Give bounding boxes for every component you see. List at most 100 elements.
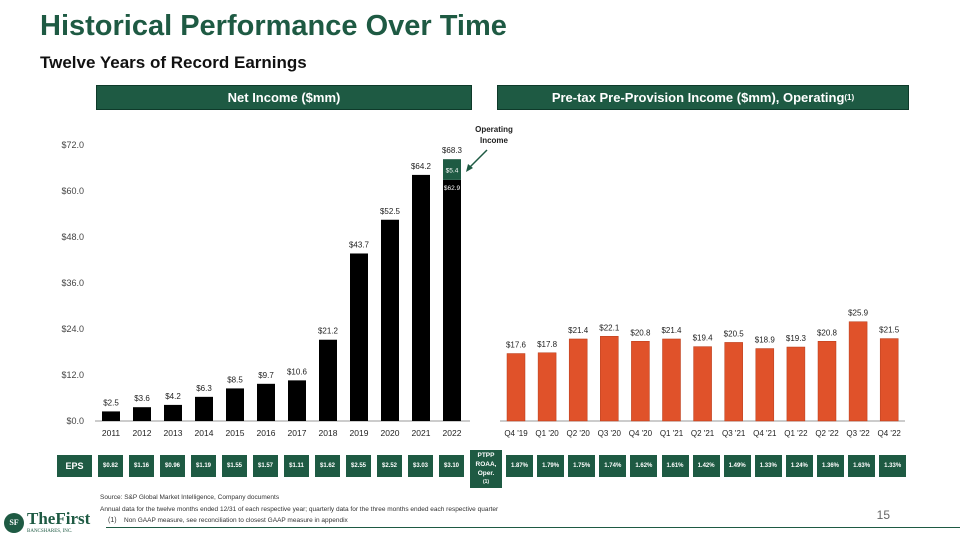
- data-label: $9.7: [258, 371, 274, 380]
- y-tick-label: $60.0: [61, 186, 84, 196]
- annotation-line-2: Income: [480, 136, 509, 145]
- eps-value: $1.16: [129, 455, 154, 477]
- ptpp-roaa-value: 1.74%: [599, 455, 627, 477]
- footnote-source: Source: S&P Global Market Intelligence, …: [100, 494, 280, 501]
- x-tick-label: 2011: [102, 428, 121, 438]
- page-number: 15: [876, 508, 890, 522]
- eps-value: $1.11: [284, 455, 309, 477]
- eps-value: $2.55: [346, 455, 371, 477]
- bar-Q4 '20: [631, 341, 650, 422]
- x-tick-label: 2014: [195, 428, 214, 438]
- x-tick-label: 2017: [288, 428, 307, 438]
- data-label: $2.5: [103, 398, 119, 407]
- data-label-operating: $5.4: [446, 168, 459, 175]
- data-label: $19.3: [786, 334, 807, 343]
- data-label: $21.4: [568, 326, 589, 335]
- data-label: $4.2: [165, 392, 181, 401]
- x-tick-label: 2021: [412, 428, 431, 438]
- bar-Q3 '22: [848, 321, 868, 422]
- page-subtitle: Twelve Years of Record Earnings: [40, 53, 307, 72]
- bar-2021: [412, 174, 430, 421]
- y-tick-label: $0.0: [66, 416, 84, 426]
- bar-Q4 '22: [879, 338, 899, 422]
- annotation-arrowhead-icon: [466, 164, 473, 172]
- x-tick-label: Q3 '21: [722, 429, 746, 438]
- eps-value: $0.82: [98, 455, 123, 477]
- bar-Q2 '20: [568, 338, 588, 422]
- x-tick-label: Q1 '22: [784, 429, 808, 438]
- data-label-base: $62.9: [444, 185, 461, 192]
- eps-value: $1.19: [191, 455, 216, 477]
- x-tick-label: 2022: [443, 428, 462, 438]
- eps-value: $3.10: [439, 455, 464, 477]
- ptpp-roaa-value: 1.36%: [817, 455, 844, 477]
- ptpp-roaa-value: 1.79%: [537, 455, 565, 477]
- bar-2014: [195, 396, 213, 421]
- bar-2020: [381, 219, 399, 421]
- data-label: $43.7: [349, 240, 370, 249]
- bar-Q2 '22: [817, 341, 837, 422]
- data-label: $25.9: [848, 309, 869, 318]
- data-label: $21.2: [318, 327, 339, 336]
- bar-Q4 '19: [506, 353, 526, 422]
- x-tick-label: Q2 '21: [691, 429, 715, 438]
- data-label: $20.8: [630, 328, 651, 337]
- eps-value: $1.57: [253, 455, 278, 477]
- y-tick-label: $72.0: [61, 140, 84, 150]
- eps-value: $1.62: [315, 455, 340, 477]
- bar-Q3 '21: [724, 342, 743, 422]
- bar-2011: [102, 411, 120, 421]
- ptpp-roaa-value: 1.49%: [723, 455, 751, 477]
- eps-label: EPS: [57, 455, 92, 477]
- company-logo: SF TheFirst BANCSHARES, INC.: [4, 510, 102, 535]
- x-tick-label: Q3 '22: [846, 429, 870, 438]
- bar-2013: [164, 404, 182, 421]
- x-tick-label: Q4 '22: [878, 429, 902, 438]
- ptpp-roaa-value: 1.62%: [630, 455, 658, 477]
- bar-2017: [288, 380, 306, 421]
- bar-2018: [319, 339, 337, 421]
- x-tick-label: Q4 '19: [504, 429, 528, 438]
- logo-seal-icon: SF: [4, 512, 24, 533]
- footer-divider: [106, 527, 960, 528]
- net-income-header: Net Income ($mm): [96, 85, 472, 110]
- data-label: $6.3: [196, 384, 212, 393]
- x-tick-label: 2015: [226, 428, 245, 438]
- data-label: $68.3: [442, 146, 463, 155]
- bar-2019: [350, 253, 368, 421]
- bar-2022-operating: [443, 159, 461, 180]
- data-label: $8.5: [227, 375, 243, 384]
- x-tick-label: Q4 '20: [629, 429, 653, 438]
- data-label: $19.4: [693, 334, 714, 343]
- ptpp-header-footnote: (1): [844, 93, 855, 102]
- ptpp-roaa-value: 1.87%: [506, 455, 533, 477]
- ptpp-roaa-label: PTPP ROAA, Oper. (1): [470, 450, 502, 488]
- x-tick-label: Q4 '21: [753, 429, 777, 438]
- eps-value: $2.52: [377, 455, 402, 477]
- data-label: $20.8: [817, 328, 838, 337]
- bar-2012: [133, 407, 151, 421]
- bar-2016: [257, 383, 275, 421]
- eps-value: $1.55: [222, 455, 247, 477]
- ptpp-roaa-footnote: (1): [482, 479, 490, 485]
- ptpp-roaa-value: 1.63%: [848, 455, 876, 477]
- ptpp-roaa-value: 1.33%: [879, 455, 907, 477]
- x-tick-label: 2016: [257, 428, 276, 438]
- x-tick-label: 2020: [381, 428, 400, 438]
- data-label: $64.2: [411, 162, 432, 171]
- ptpp-roaa-value: 1.75%: [568, 455, 596, 477]
- data-label: $17.8: [537, 340, 558, 349]
- bar-Q4 '21: [755, 348, 775, 422]
- x-tick-label: Q2 '20: [567, 429, 591, 438]
- footnote-annual: Annual data for the twelve months ended …: [100, 506, 499, 513]
- eps-value: $0.96: [160, 455, 185, 477]
- annotation-line-1: Operating: [475, 125, 513, 134]
- ptpp-header: Pre-tax Pre-Provision Income ($mm), Oper…: [497, 85, 909, 110]
- x-tick-label: 2018: [319, 428, 338, 438]
- ptpp-roaa-label-text: PTPP ROAA, Oper.: [475, 452, 497, 477]
- y-tick-label: $24.0: [61, 324, 84, 334]
- bar-Q1 '20: [537, 352, 557, 422]
- y-tick-label: $36.0: [61, 278, 84, 288]
- data-label: $10.6: [287, 367, 308, 376]
